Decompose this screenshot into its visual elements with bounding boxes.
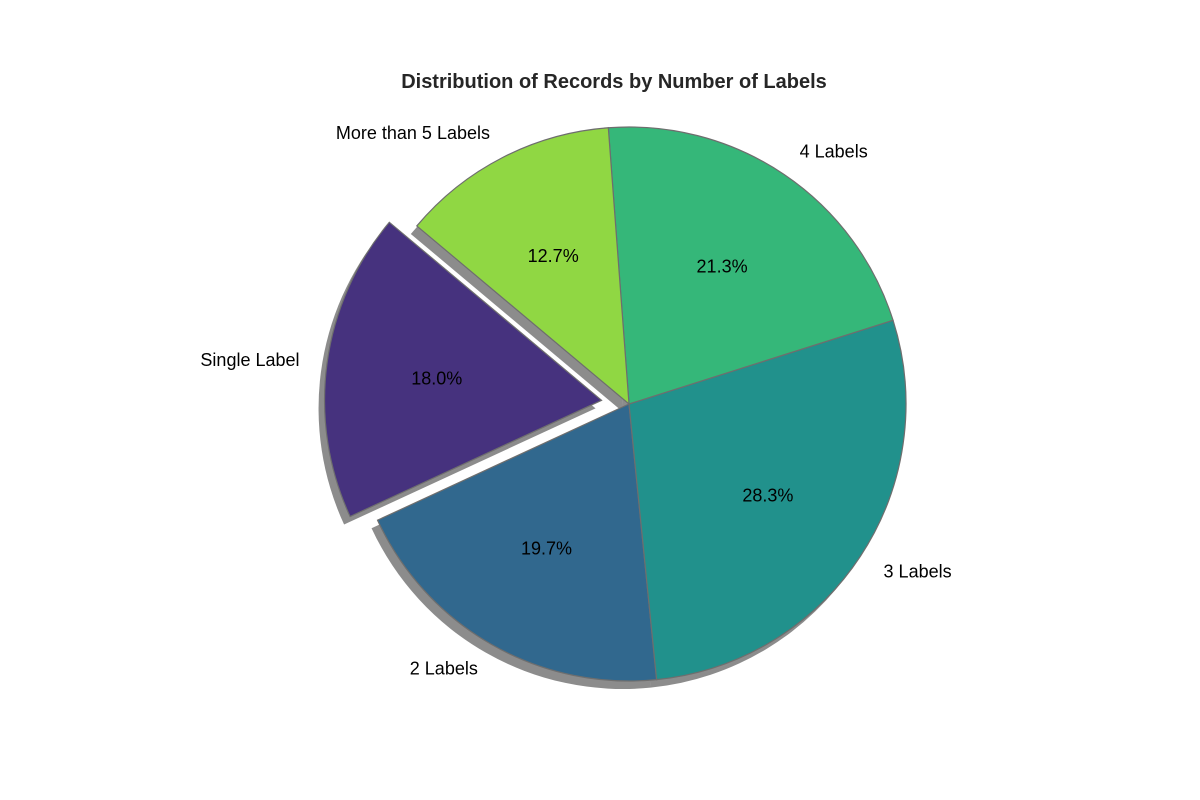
category-label-more-than-5-labels: More than 5 Labels (336, 123, 490, 143)
wedge-single-label (323, 221, 603, 518)
category-label-2-labels: 2 Labels (410, 659, 478, 679)
chart-title: Distribution of Records by Number of Lab… (401, 71, 827, 93)
wedge-3-labels (628, 319, 907, 681)
pie-labels: 18.0% Single Label 19.7% 2 Labels 28.3% 3 Lab… (200, 123, 951, 679)
pie-wedges (323, 126, 907, 682)
wedge-more-than-5-labels (415, 127, 630, 406)
value-label-3-labels: 28.3% (742, 485, 793, 505)
wedge-2-labels (376, 403, 658, 682)
wedge-4-labels (607, 126, 894, 405)
category-label-4-labels: 4 Labels (800, 142, 868, 162)
value-label-2-labels: 19.7% (521, 538, 572, 558)
category-label-single-label: Single Label (200, 350, 299, 370)
value-label-4-labels: 21.3% (697, 256, 748, 276)
category-label-3-labels: 3 Labels (884, 561, 952, 581)
value-label-single-label: 18.0% (411, 368, 462, 388)
value-label-more-than-5-labels: 12.7% (528, 246, 579, 266)
